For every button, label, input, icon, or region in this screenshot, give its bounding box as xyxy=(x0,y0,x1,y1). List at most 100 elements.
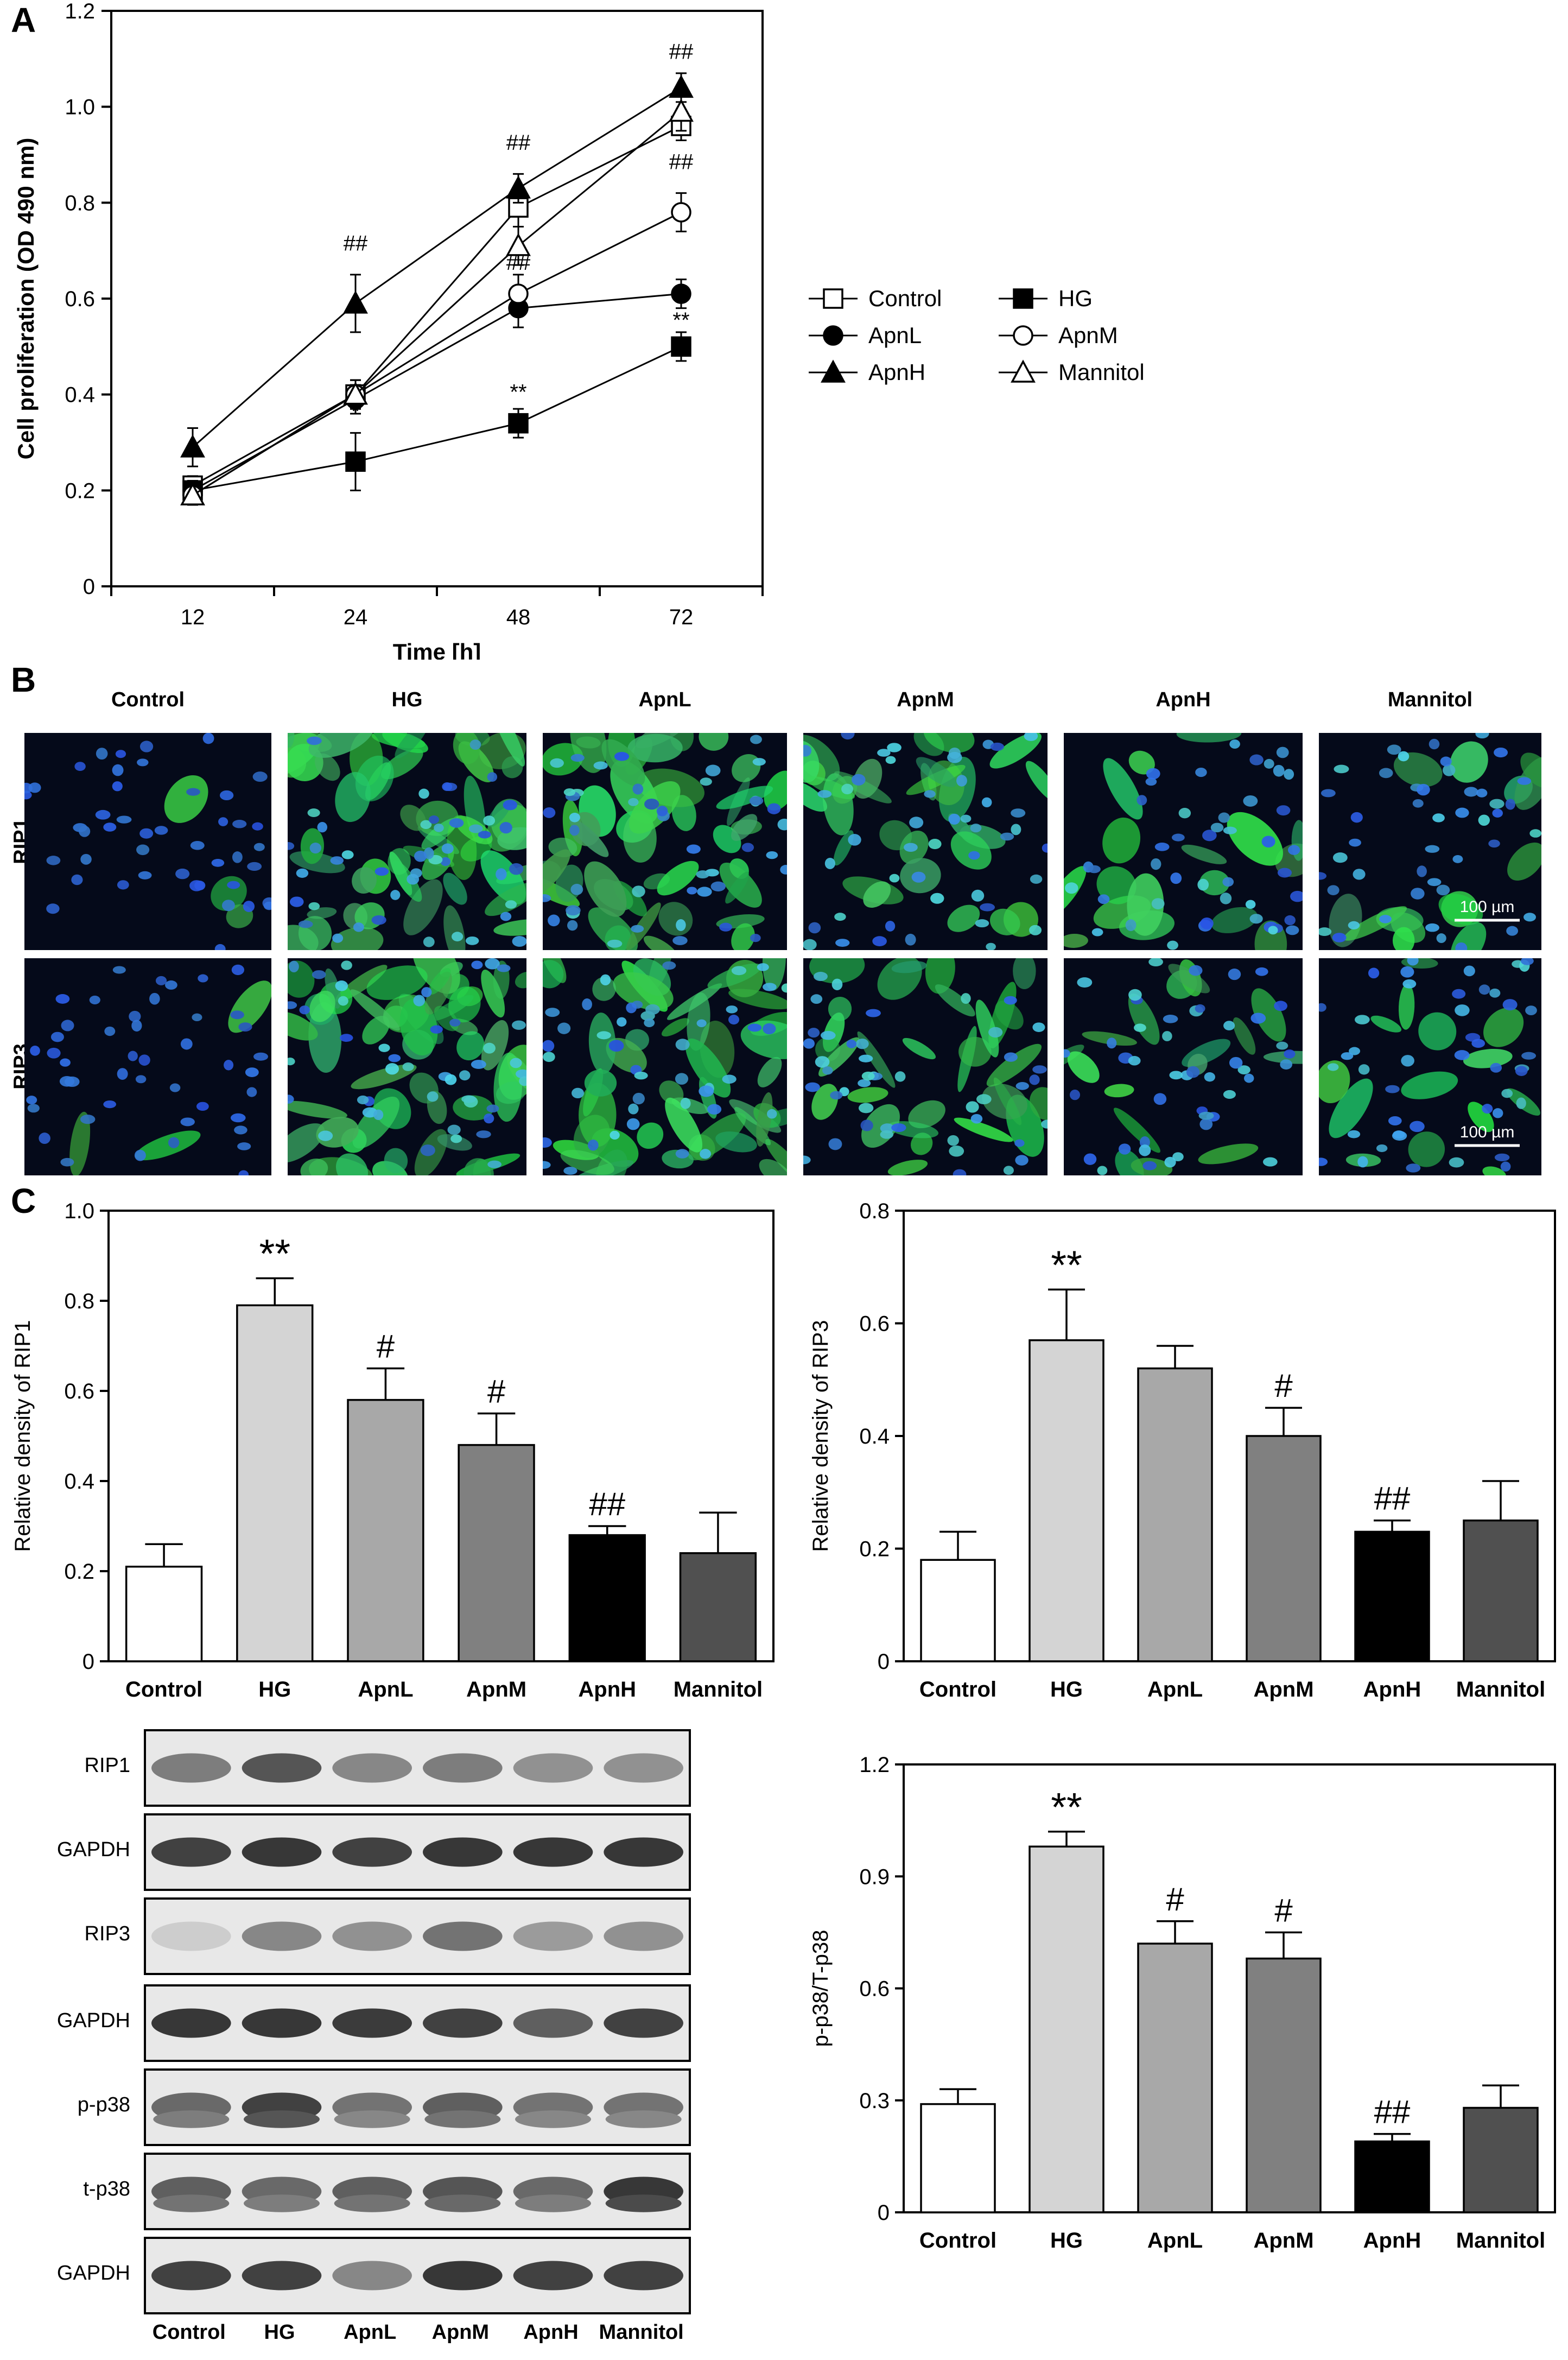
cell-body xyxy=(309,990,335,1022)
blot-row-label: RIP3 xyxy=(84,1922,130,1945)
nucleus xyxy=(1327,885,1340,896)
blot-band xyxy=(244,2194,320,2212)
blot-band xyxy=(334,2110,410,2128)
cell-body xyxy=(1408,1131,1445,1167)
blot-strip-p-p38 xyxy=(144,2068,691,2146)
blot-strip-rip3 xyxy=(144,1897,691,1975)
nucleus xyxy=(1449,1157,1464,1168)
cell-body xyxy=(1233,1017,1256,1055)
blot-band xyxy=(332,2008,412,2038)
nucleus xyxy=(656,806,668,817)
y-tick-label: 0.2 xyxy=(859,1538,890,1561)
nucleus xyxy=(1097,1166,1108,1175)
nucleus xyxy=(1261,836,1275,848)
nucleus xyxy=(757,963,769,971)
blot-band xyxy=(604,2261,683,2291)
nucleus xyxy=(1128,989,1142,1001)
nucleus xyxy=(1387,744,1401,755)
nucleus xyxy=(335,980,348,991)
nucleus xyxy=(1455,942,1468,950)
nucleus xyxy=(485,958,500,970)
x-tick-label: ApnH xyxy=(578,1678,636,1701)
nucleus xyxy=(1195,1004,1205,1013)
nucleus xyxy=(617,1017,627,1027)
nucleus xyxy=(1276,1041,1288,1050)
bar-apnl: # xyxy=(1137,1881,1213,2213)
nucleus xyxy=(430,1025,443,1034)
nucleus xyxy=(820,1030,836,1040)
nucleus xyxy=(971,889,985,902)
significance-label: ## xyxy=(506,131,531,155)
nucleus xyxy=(95,809,111,820)
nucleus xyxy=(803,745,812,757)
x-tick-label: Mannitol xyxy=(1456,1678,1545,1701)
nucleus xyxy=(947,1135,959,1146)
nucleus xyxy=(930,893,944,904)
nucleus xyxy=(180,1117,195,1127)
nucleus xyxy=(441,843,454,854)
nucleus xyxy=(115,750,126,758)
nucleus xyxy=(1228,969,1241,980)
nucleus xyxy=(572,1087,584,1099)
data-point xyxy=(671,336,691,357)
significance-label: ** xyxy=(259,1231,290,1276)
nucleus xyxy=(1425,923,1439,932)
nucleus xyxy=(813,972,828,981)
nucleus xyxy=(232,820,247,828)
cell-body xyxy=(421,818,458,849)
cell-body xyxy=(765,1138,787,1175)
y-tick-label: 0 xyxy=(878,1650,890,1674)
cell-body xyxy=(1450,922,1487,950)
cell-body xyxy=(950,831,992,870)
cell-body xyxy=(699,733,729,751)
bar xyxy=(1463,1519,1539,1662)
nucleus xyxy=(1505,799,1515,810)
nucleus xyxy=(47,1047,61,1059)
nucleus xyxy=(418,788,429,799)
nucleus xyxy=(1015,1082,1029,1090)
significance-label: ## xyxy=(506,251,531,275)
nucleus xyxy=(628,1103,639,1115)
nucleus xyxy=(752,758,766,766)
blot-band xyxy=(242,2261,322,2291)
cell-body xyxy=(1438,894,1483,925)
micrograph-rip1-apnl xyxy=(543,733,787,950)
nucleus xyxy=(1222,877,1234,887)
nucleus xyxy=(949,1146,964,1157)
nucleus xyxy=(1139,1144,1151,1156)
cell-body xyxy=(1227,812,1283,866)
blot-row-label: RIP1 xyxy=(84,1754,130,1777)
cell-body xyxy=(863,881,891,908)
nucleus xyxy=(1146,768,1160,780)
nucleus xyxy=(1475,733,1489,739)
cell-body xyxy=(464,1158,494,1175)
cell-body xyxy=(352,867,377,894)
series-apnh xyxy=(180,72,694,467)
significance-label: ## xyxy=(1374,2094,1411,2130)
blot-band xyxy=(513,1753,593,1783)
nucleus xyxy=(89,995,100,1005)
blot-lane-label: Mannitol xyxy=(599,2321,684,2344)
cell-body xyxy=(989,733,1042,769)
nucleus xyxy=(1392,1131,1407,1141)
cell-body xyxy=(834,771,892,803)
micrograph-image xyxy=(288,733,526,950)
nucleus xyxy=(189,880,204,891)
nucleus xyxy=(503,800,518,811)
nucleus xyxy=(96,748,108,760)
nucleus xyxy=(129,1010,141,1022)
cell-body xyxy=(428,968,451,995)
micrograph-column-label: ApnH xyxy=(1156,688,1211,711)
bar xyxy=(1029,1845,1104,2213)
nucleus xyxy=(1189,965,1203,976)
legend-label: ApnH xyxy=(868,359,925,385)
nucleus xyxy=(1220,893,1232,904)
nucleus xyxy=(371,915,386,925)
nucleus xyxy=(924,790,936,798)
nucleus xyxy=(1041,1119,1048,1129)
nucleus xyxy=(614,752,630,761)
cell-body xyxy=(366,965,428,1000)
panel-letter-a: A xyxy=(11,1,36,40)
nucleus xyxy=(50,1032,64,1042)
x-tick-label: HG xyxy=(1050,1678,1083,1701)
